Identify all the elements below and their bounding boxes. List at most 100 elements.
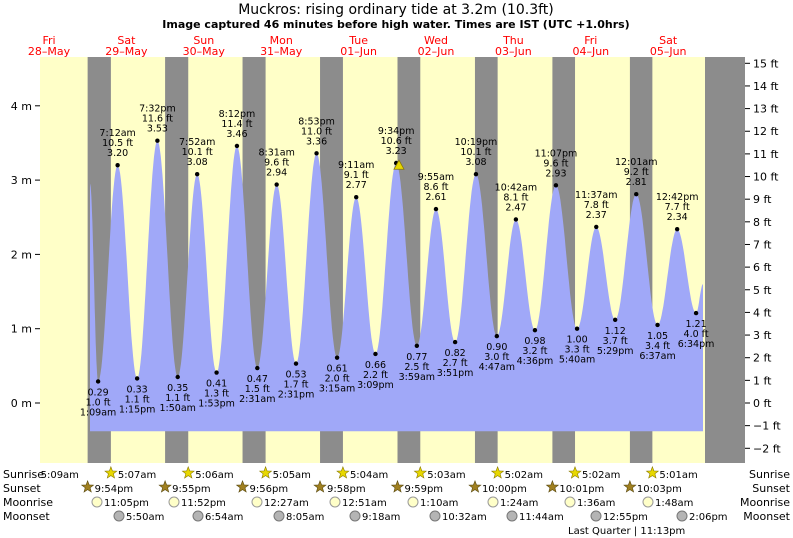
sunrise-time: 5:07am [118, 470, 156, 481]
tide-point [95, 379, 101, 384]
sun-star-icon [258, 465, 273, 479]
moonrise-time: 1:36am [577, 498, 615, 509]
moonset-time: 10:32am [442, 512, 487, 523]
row-label-left: Moonset [3, 510, 50, 523]
tide-m-label: 3.46 [226, 129, 247, 140]
right-tick-label: 11 ft [753, 148, 779, 161]
day-name: Fri [584, 34, 597, 47]
tide-ft-label: 9.2 ft [624, 167, 649, 178]
tide-point [594, 224, 599, 230]
tide-time-label: 3:09pm [357, 380, 394, 391]
day-name: Sat [117, 34, 136, 47]
tide-point [175, 374, 180, 380]
day-date: 31–May [260, 45, 303, 58]
tide-time-label: 7:32pm [139, 104, 176, 115]
day-name: Sun [193, 34, 214, 47]
tide-ft-label: 7.8 ft [584, 200, 609, 211]
tide-point [354, 194, 359, 200]
moon-disc-icon [168, 496, 180, 508]
moonset-time: 11:44am [519, 512, 564, 523]
row-label-right: Moonrise [740, 496, 790, 509]
day-name: Thu [502, 34, 524, 47]
moonrise-time: 1:24am [500, 498, 538, 509]
day-name: Mon [270, 34, 293, 47]
moonrise-time: 12:27am [264, 498, 309, 509]
tide-point [473, 171, 479, 177]
tide-m-label: 2.77 [346, 180, 367, 191]
tide-time-label: 2:31pm [278, 390, 315, 401]
moon-phase-note: Last Quarter | 11:13pm [568, 526, 685, 537]
moon-disc-icon [506, 510, 518, 522]
tide-ft-label: 3.3 ft [565, 345, 590, 356]
tide-time-label: 8:31am [258, 148, 294, 159]
row-label-left: Sunrise [3, 468, 44, 481]
sunrise-time: 5:02am [505, 470, 543, 481]
tide-time-label: 1:50am [160, 403, 196, 414]
day-date: 28–May [28, 45, 71, 58]
day-date: 02–Jun [418, 45, 455, 58]
tide-m-label: 2.93 [545, 168, 566, 179]
left-tick-label: 1 m [11, 323, 32, 336]
moonrise-time: 11:05pm [104, 498, 149, 509]
sunset-star-icon [468, 479, 482, 493]
tide-ft-label: 3.4 ft [645, 341, 670, 352]
right-tick-label: 5 ft [753, 284, 772, 297]
sunset-star-icon [80, 479, 95, 493]
tide-ft-label: 1.7 ft [284, 380, 309, 391]
day-date: 29–May [105, 45, 148, 58]
tide-time-label: 12:01am [615, 157, 657, 168]
tide-m-label: 1.05 [647, 331, 668, 342]
row-label-right: Moonset [743, 510, 790, 523]
tide-ft-label: 2.7 ft [443, 358, 468, 369]
tide-point [655, 322, 660, 328]
tide-time-label: 5:29pm [597, 346, 634, 357]
tide-ft-label: 3.2 ft [522, 346, 547, 357]
moon-disc-icon [429, 510, 441, 522]
sunrise-time: 5:02am [582, 470, 620, 481]
tide-ft-label: 10.1 ft [182, 147, 213, 158]
moonrise-time: 11:52pm [181, 498, 226, 509]
tide-m-label: 3.08 [187, 157, 208, 168]
tide-ft-label: 10.1 ft [460, 147, 491, 158]
tide-time-label: 9:34pm [378, 126, 415, 137]
tide-point [612, 317, 618, 322]
right-tick-label: 6 ft [753, 261, 772, 274]
tide-time-label: 9:55am [418, 172, 454, 183]
tide-time-label: 11:37am [575, 190, 617, 201]
tide-time-label: 8:53pm [298, 116, 335, 127]
tide-ft-label: 2.0 ft [325, 374, 350, 385]
sunset-star-icon [313, 479, 327, 493]
tide-m-label: 2.47 [505, 202, 526, 213]
sunset-time: 9:59pm [404, 484, 443, 495]
moon-disc-icon [329, 496, 341, 508]
moonrise-time: 12:51am [342, 498, 387, 509]
tide-m-label: 3.36 [306, 136, 327, 147]
right-tick-label: 12 ft [753, 125, 779, 138]
tide-m-label: 1.00 [566, 335, 587, 346]
sunset-time: 9:56pm [250, 484, 289, 495]
tide-point [634, 192, 639, 197]
tide-area [90, 140, 703, 432]
tide-point [452, 339, 458, 345]
day-name: Tue [348, 34, 368, 47]
y-axes: 0 m 1 m 2 m 3 m 4 m −2 ft −1 ft 0 ft 1 ft 2 ft 3 f… [11, 57, 782, 455]
tide-m-label: 3.20 [107, 148, 128, 159]
tide-point [115, 163, 120, 168]
moon-disc-icon [642, 496, 654, 508]
moonset-time: 12:55pm [603, 512, 648, 523]
day-date: 30–May [183, 45, 226, 58]
moon-disc-icon [590, 510, 602, 522]
tide-m-label: 0.82 [445, 348, 466, 359]
sunset-time: 10:01pm [559, 484, 604, 495]
tide-time-label: 11:07pm [535, 148, 578, 159]
sunset-time: 10:03pm [637, 484, 682, 495]
tide-time-label: 1:09am [80, 407, 116, 418]
right-tick-label: 10 ft [753, 171, 779, 184]
moon-disc-icon [113, 510, 125, 522]
sunrise-time: 5:09am [41, 470, 79, 481]
tide-m-label: 0.41 [206, 379, 227, 390]
tide-ft-label: 8.6 ft [423, 182, 448, 193]
moonrise-time: 1:48am [655, 498, 693, 509]
